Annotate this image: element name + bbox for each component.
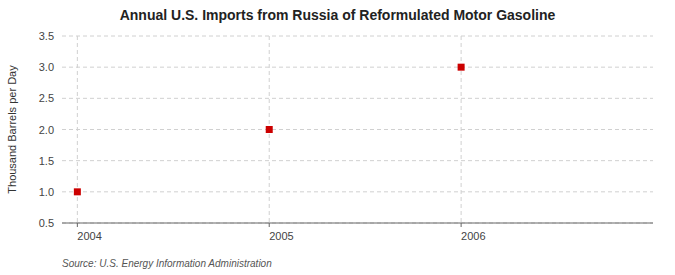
tick-label: 2006 (461, 230, 485, 242)
x-axis (62, 223, 653, 224)
tick-label: 1.5 (39, 155, 54, 167)
grid-line (62, 160, 653, 161)
title: Annual U.S. Imports from Russia of Refor… (120, 7, 556, 23)
tick-mark (269, 223, 270, 227)
tick-label: 2004 (77, 230, 101, 242)
chart: Annual U.S. Imports from Russia of Refor… (0, 0, 675, 275)
tick-label: 0.5 (39, 217, 54, 229)
tick-mark (461, 223, 462, 227)
points (74, 64, 465, 196)
tick-label: 3.5 (39, 30, 54, 42)
grid-line (62, 129, 653, 130)
tick-mark (77, 223, 78, 227)
grid-line (62, 67, 653, 68)
point (458, 64, 465, 71)
point (74, 188, 81, 195)
tick-label: 2005 (269, 230, 293, 242)
y-axis-label: Thousand Barrels per Day (6, 65, 18, 194)
grid-line (62, 36, 653, 37)
grid-line (62, 98, 653, 99)
tick-label: 1.0 (39, 186, 54, 198)
tick-label: 2.5 (39, 92, 54, 104)
point (266, 126, 273, 133)
source: Source: U.S. Energy Information Administ… (62, 258, 272, 269)
grid-line (62, 191, 653, 192)
grid-line (62, 223, 653, 224)
tick-label: 3.0 (39, 61, 54, 73)
tick-label: 2.0 (39, 124, 54, 136)
